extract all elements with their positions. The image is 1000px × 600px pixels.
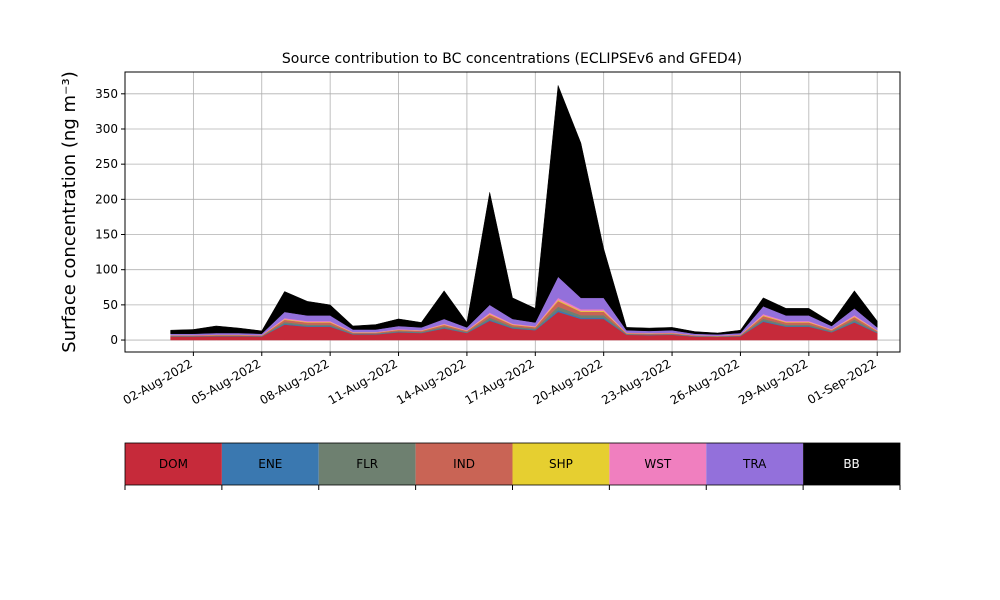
legend-swatch [415, 443, 513, 485]
x-tick-label: 20-Aug-2022 [531, 356, 605, 407]
y-tick-label: 100 [95, 263, 118, 277]
legend-label: SHP [549, 457, 573, 471]
y-tick-label: 250 [95, 157, 118, 171]
x-tick-label: 26-Aug-2022 [668, 356, 742, 407]
y-tick-label: 150 [95, 228, 118, 242]
y-tick-label: 200 [95, 192, 118, 206]
y-axis-label: Surface concentration (ng m⁻³) [59, 71, 80, 353]
chart-title: Source contribution to BC concentrations… [282, 51, 742, 67]
x-tick-label: 11-Aug-2022 [326, 356, 400, 407]
legend-label: ENE [258, 457, 282, 471]
legend-label: DOM [159, 457, 188, 471]
x-tick-label: 14-Aug-2022 [394, 356, 468, 407]
legend-label: WST [644, 457, 671, 471]
legend-label: TRA [742, 457, 767, 471]
x-tick-label: 05-Aug-2022 [189, 356, 263, 407]
legend-label: FLR [356, 457, 378, 471]
legend-swatch [221, 443, 319, 485]
plot-frame [124, 71, 901, 353]
legend-swatch [318, 443, 416, 485]
y-tick-label: 350 [95, 87, 118, 101]
legend-swatch [609, 443, 707, 485]
x-tick-label: 02-Aug-2022 [121, 356, 195, 407]
y-tick-label: 0 [110, 333, 118, 347]
x-tick-label: 01-Sep-2022 [805, 356, 879, 407]
x-tick-label: 23-Aug-2022 [599, 356, 673, 407]
x-tick-label: 17-Aug-2022 [463, 356, 537, 407]
legend-swatch [803, 443, 900, 485]
x-tick-label: 08-Aug-2022 [257, 356, 331, 407]
y-tick-label: 50 [103, 298, 118, 312]
legend-frame [124, 442, 901, 486]
legend-swatch [125, 443, 222, 485]
legend-label: IND [453, 457, 475, 471]
y-tick-label: 300 [95, 122, 118, 136]
area [170, 85, 878, 335]
legend-label: BB [843, 457, 859, 471]
x-tick-label: 29-Aug-2022 [736, 356, 810, 407]
legend-swatch [512, 443, 610, 485]
legend-swatch [706, 443, 804, 485]
